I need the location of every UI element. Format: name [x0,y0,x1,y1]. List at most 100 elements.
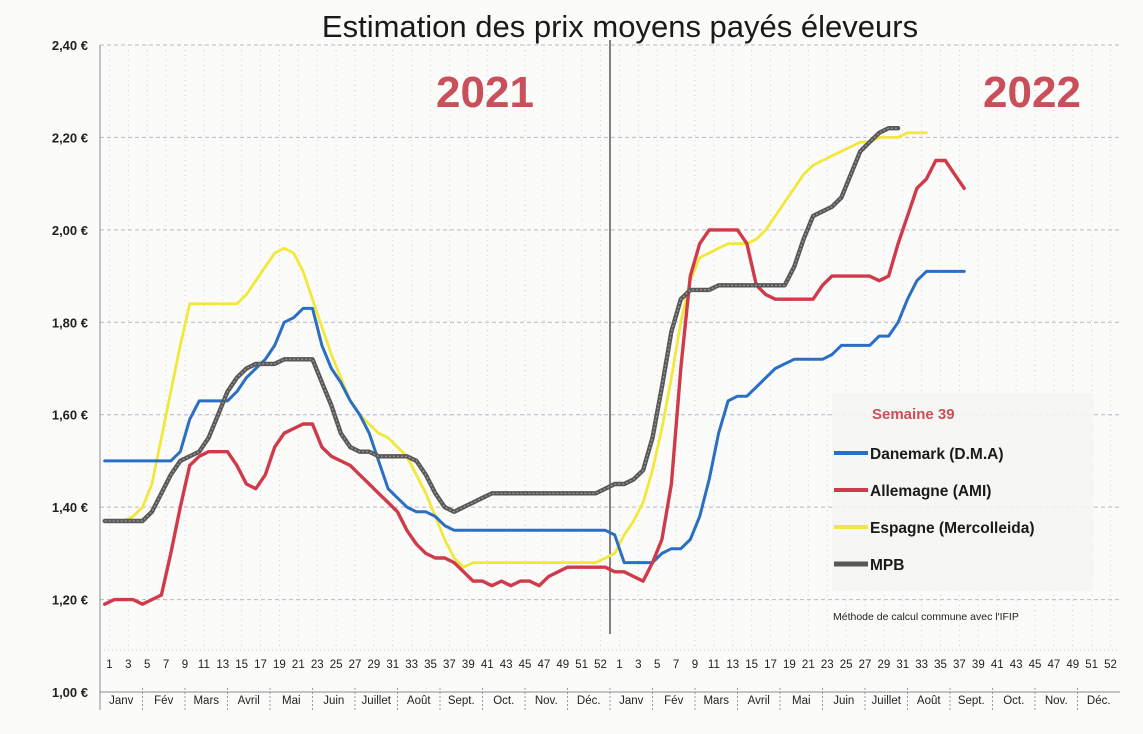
legend-box [832,393,1094,591]
x-month-label: Mai [792,695,811,707]
year-label-2022: 2022 [983,68,1081,117]
x-week-label: 35 [424,659,437,671]
y-tick-label: 1,60 € [52,408,88,423]
x-week-label: 1 [106,659,112,671]
x-week-label: 47 [1047,659,1060,671]
x-week-label: 52 [1104,659,1117,671]
x-month-label: Avril [238,695,260,707]
x-week-label: 47 [537,659,550,671]
x-week-label: 37 [443,659,456,671]
x-month-label: Juin [833,695,854,707]
x-week-label: 11 [198,659,210,671]
legend-label-danemark: Danemark (D.M.A) [870,446,1004,463]
x-week-label: 7 [673,659,679,671]
x-month-label: Mars [703,695,729,707]
x-week-label: 31 [386,659,399,671]
x-week-label: 35 [934,659,947,671]
x-week-label: 27 [349,659,362,671]
x-week-label: 7 [163,659,169,671]
x-week-label: 15 [235,659,248,671]
x-month-label: Déc. [577,695,601,707]
x-week-label: 51 [1085,659,1098,671]
x-week-label: 25 [840,659,853,671]
x-week-label: 3 [635,659,641,671]
x-week-label: 25 [330,659,343,671]
x-month-label: Fév [154,695,173,707]
x-month-label: Fév [664,695,683,707]
x-month-label: Juin [323,695,344,707]
y-tick-label: 1,00 € [52,685,88,700]
x-month-label: Nov. [1045,695,1068,707]
axes: 2,40 € 2,20 € 2,00 € 1,80 € 1,60 € 1,40 € 1,20… [52,38,1120,712]
year-label-2021: 2021 [436,68,534,117]
x-week-label: 31 [896,659,909,671]
x-week-label: 43 [1010,659,1023,671]
x-week-label: 51 [575,659,588,671]
x-month-label: Déc. [1087,695,1111,707]
x-week-label: 21 [292,659,305,671]
series-line-espagne [103,131,928,569]
x-month-label: Janv [619,695,644,707]
x-week-label: 27 [859,659,872,671]
x-week-label: 37 [953,659,966,671]
x-month-label: Janv [109,695,134,707]
x-month-label: Sept. [448,695,475,707]
series-line-allemagne [103,158,966,606]
legend-label-espagne: Espagne (Mercolleida) [870,520,1035,537]
legend-label-mpb: MPB [870,557,904,574]
x-week-label: 3 [125,659,131,671]
x-week-label: 45 [519,659,532,671]
x-week-label: 41 [481,659,494,671]
x-week-label: 9 [692,659,698,671]
x-month-label: Mai [282,695,301,707]
x-week-label: 23 [821,659,834,671]
series-lines [102,125,966,606]
x-week-label: 33 [405,659,418,671]
x-week-label: 33 [915,659,928,671]
x-week-label: 29 [367,659,380,671]
x-month-label: Août [407,695,431,707]
series-line-mpb-texture [104,127,899,522]
x-week-label: 49 [556,659,569,671]
y-tick-label: 1,40 € [52,500,88,515]
chart-title: Estimation des prix moyens payés éleveur… [322,9,918,44]
x-week-label: 15 [745,659,758,671]
y-tick-label: 2,20 € [52,130,88,145]
x-month-label: Juillet [362,695,392,707]
legend: Semaine 39 Danemark (D.M.A) Allemagne (A… [832,393,1094,591]
x-week-label: 9 [182,659,188,671]
x-week-label: 41 [991,659,1004,671]
method-note: Méthode de calcul commune avec l'IFIP [833,611,1019,623]
x-month-label: Août [917,695,941,707]
x-month-label: Mars [193,695,219,707]
x-week-label: 1 [616,659,622,671]
x-week-label: 45 [1029,659,1042,671]
x-week-label: 5 [654,659,660,671]
x-week-label: 29 [877,659,890,671]
y-tick-label: 2,00 € [52,223,88,238]
x-week-label: 21 [802,659,815,671]
x-week-label: 49 [1066,659,1079,671]
x-week-label: 17 [254,659,267,671]
y-tick-label: 2,40 € [52,38,88,53]
x-month-label: Sept. [958,695,985,707]
x-week-label: 43 [500,659,513,671]
series-line-danemark [103,269,966,565]
x-month-label: Juillet [872,695,902,707]
y-tick-label: 1,20 € [52,593,88,608]
x-month-label: Nov. [535,695,558,707]
x-week-label: 39 [462,659,475,671]
x-week-label: 19 [783,659,796,671]
x-month-label: Avril [748,695,770,707]
x-week-label: 5 [144,659,150,671]
x-week-label: 17 [764,659,777,671]
y-tick-label: 1,80 € [52,315,88,330]
legend-label-allemagne: Allemagne (AMI) [870,483,991,500]
x-week-label: 19 [273,659,286,671]
x-month-label: Oct. [1003,695,1024,707]
x-week-label: 52 [594,659,607,671]
x-week-label: 13 [216,659,229,671]
